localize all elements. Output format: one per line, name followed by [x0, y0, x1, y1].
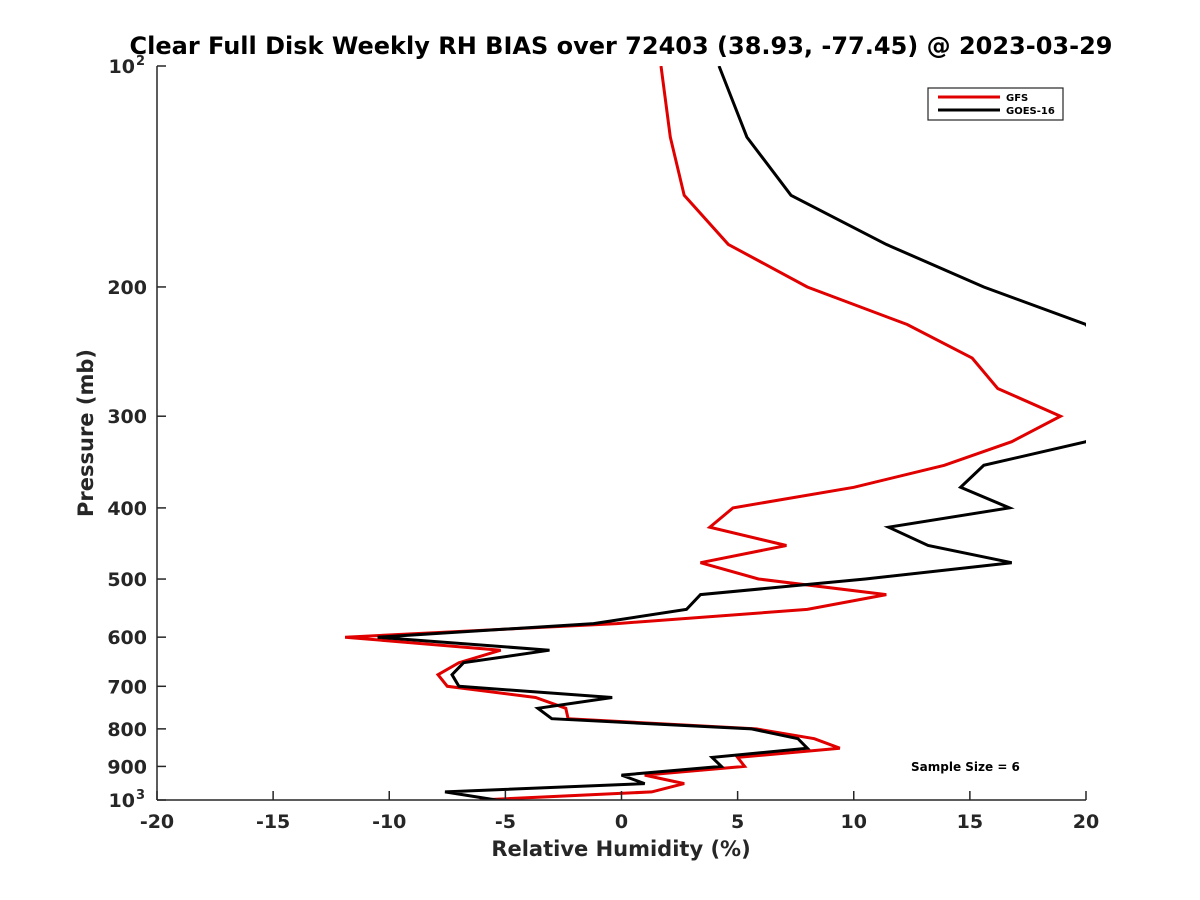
y-tick-label: 800 [107, 719, 147, 741]
y-tick-exponent: 3 [136, 788, 145, 803]
x-tick-label: -10 [372, 811, 406, 833]
y-tick-label: 700 [107, 676, 147, 698]
y-axis-label: Pressure (mb) [74, 349, 98, 517]
x-tick-label: 20 [1073, 811, 1099, 833]
x-tick-label: 5 [731, 811, 744, 833]
y-tick-label: 300 [107, 406, 147, 428]
series-layer [344, 66, 1086, 800]
y-tick-exponent: 2 [136, 54, 145, 69]
legend-label-gfs: GFS [1006, 93, 1028, 104]
x-tick-label: -20 [140, 811, 174, 833]
legend: GFS GOES-16 [927, 87, 1064, 121]
y-tick-label: 600 [107, 627, 147, 649]
series-line-gfs [344, 66, 1064, 800]
x-axis-label: Relative Humidity (%) [491, 837, 750, 861]
y-tick-label: 900 [107, 756, 147, 778]
y-tick-label: 10 [109, 790, 135, 812]
series-line-goes-16 [377, 66, 1086, 800]
x-axis-ticks: -20 -15 -10 -5 0 5 10 15 20 [140, 791, 1099, 833]
legend-label-goes16: GOES-16 [1006, 106, 1055, 117]
plot-area [157, 66, 1086, 800]
y-tick-label: 10 [109, 56, 135, 78]
y-tick-label: 200 [107, 277, 147, 299]
x-tick-label: -15 [256, 811, 290, 833]
x-tick-label: 0 [615, 811, 628, 833]
sample-size-annotation: Sample Size = 6 [911, 760, 1020, 774]
y-tick-label: 500 [107, 569, 147, 591]
x-tick-label: 10 [841, 811, 867, 833]
chart-title: Clear Full Disk Weekly RH BIAS over 7240… [130, 32, 1113, 60]
legend-box [927, 87, 1064, 121]
x-tick-label: -5 [495, 811, 516, 833]
x-tick-label: 15 [957, 811, 983, 833]
y-tick-label: 400 [107, 498, 147, 520]
